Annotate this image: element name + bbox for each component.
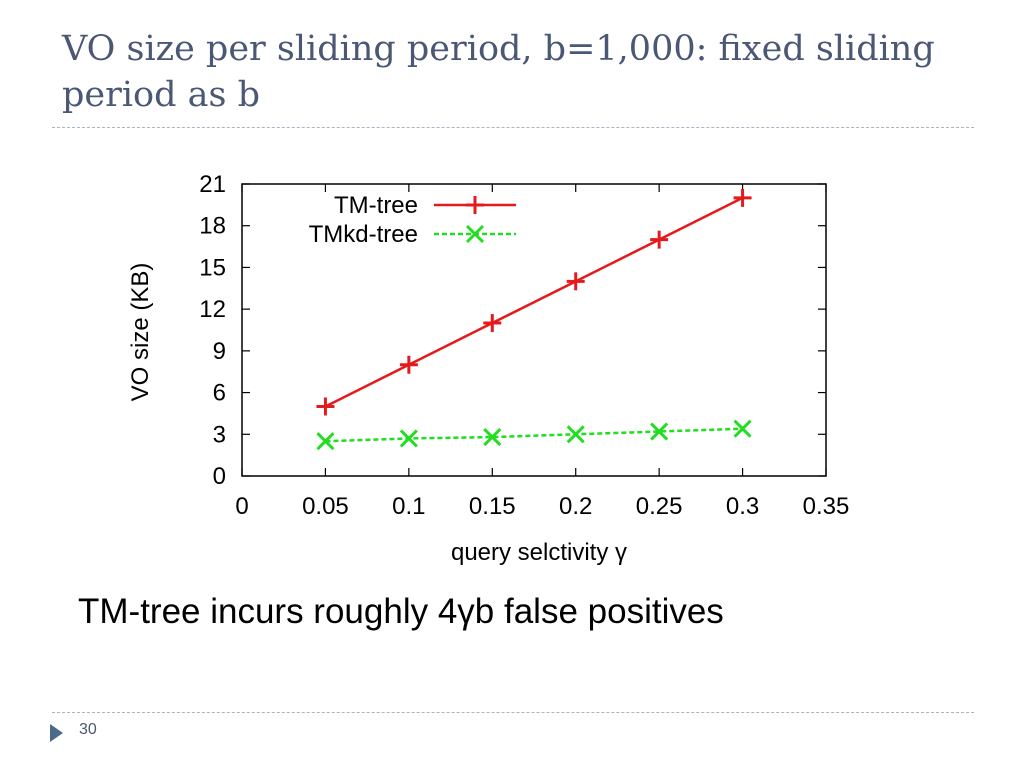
x-tick-label: 0.1 bbox=[392, 493, 425, 520]
data-point-tm-tree bbox=[566, 272, 585, 291]
slide-caption: TM-tree incurs roughly 4γb false positiv… bbox=[78, 592, 724, 631]
data-point-tmkd-tree bbox=[733, 419, 752, 438]
series-line-tm-tree bbox=[324, 196, 744, 408]
x-tick-label: 0.2 bbox=[559, 493, 592, 520]
data-point-tmkd-tree bbox=[399, 429, 418, 448]
x-tick-label: 0.35 bbox=[803, 493, 850, 520]
legend-marker bbox=[466, 196, 484, 214]
data-point-tmkd-tree bbox=[566, 425, 585, 444]
data-point-tm-tree bbox=[316, 397, 335, 416]
slide-title: VO size per sliding period, b=1,000: fix… bbox=[62, 29, 935, 115]
y-tick-label: 21 bbox=[199, 171, 226, 198]
x-tick-label: 0.05 bbox=[302, 493, 349, 520]
x-tick-label: 0.3 bbox=[726, 493, 759, 520]
data-point-tmkd-tree bbox=[483, 428, 502, 447]
legend-marker bbox=[465, 224, 485, 244]
legend-label: TM-tree bbox=[334, 192, 418, 219]
x-tick-label: 0.25 bbox=[636, 493, 683, 520]
axis-ticks bbox=[241, 183, 827, 477]
plot-frame bbox=[241, 183, 827, 477]
y-tick-labels: 0 3 6 9 12 15 18 21 bbox=[199, 171, 226, 490]
data-point-tmkd-tree bbox=[650, 422, 669, 441]
y-tick-label: 15 bbox=[199, 254, 226, 281]
series-line-tmkd-tree bbox=[325, 427, 743, 443]
data-point-tm-tree bbox=[483, 314, 502, 333]
page-number: 30 bbox=[79, 721, 97, 738]
title-divider bbox=[52, 127, 974, 128]
x-tick-labels: 0 0.05 0.1 0.15 0.2 0.25 0.3 0.35 bbox=[235, 493, 849, 520]
series-layer bbox=[316, 188, 752, 451]
data-point-tm-tree bbox=[650, 230, 669, 249]
triangle-right-icon bbox=[50, 724, 63, 742]
y-tick-label: 3 bbox=[213, 421, 226, 448]
x-axis-label: query selctivity γ bbox=[451, 539, 627, 566]
data-point-tm-tree bbox=[399, 355, 418, 374]
y-tick-label: 9 bbox=[213, 338, 226, 365]
y-tick-label: 6 bbox=[213, 380, 226, 407]
y-axis-label: VO size (KB) bbox=[127, 263, 154, 402]
data-point-tm-tree bbox=[733, 188, 752, 207]
y-tick-label: 0 bbox=[213, 463, 226, 490]
legend-label: TMkd-tree bbox=[309, 221, 418, 248]
footer-divider bbox=[52, 712, 974, 713]
data-point-tmkd-tree bbox=[316, 432, 335, 451]
y-tick-label: 18 bbox=[199, 213, 226, 240]
y-tick-label: 12 bbox=[199, 296, 226, 323]
x-tick-label: 0 bbox=[235, 493, 248, 520]
x-tick-label: 0.15 bbox=[469, 493, 516, 520]
